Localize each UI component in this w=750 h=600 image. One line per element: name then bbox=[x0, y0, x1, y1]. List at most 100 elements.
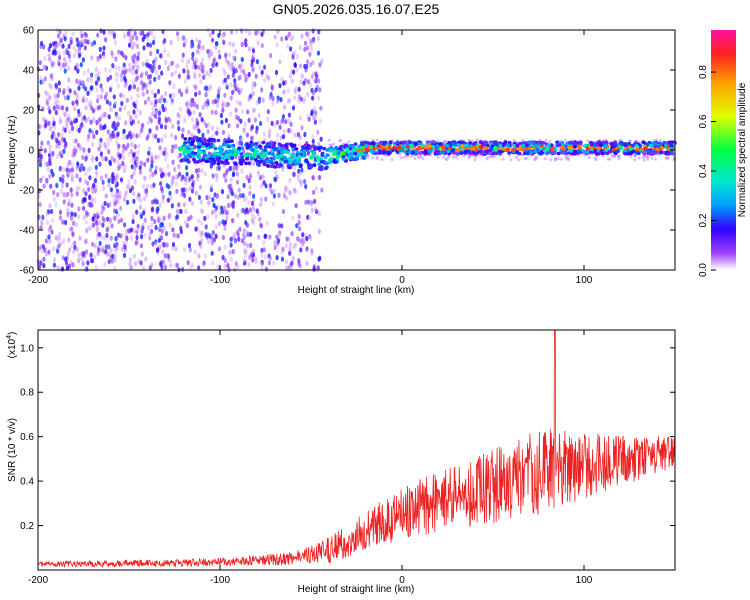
spectrogram-cell bbox=[75, 191, 79, 197]
spectrogram-cell bbox=[401, 143, 406, 148]
spectrogram-cell bbox=[234, 107, 238, 113]
spectrogram-cell bbox=[376, 144, 381, 148]
spectrogram-cell bbox=[75, 101, 79, 107]
spectrogram-cell bbox=[91, 155, 95, 161]
spectrogram-cell bbox=[90, 196, 94, 202]
spectrogram-cell bbox=[59, 188, 63, 194]
spectrogram-cell bbox=[366, 154, 370, 158]
spectrogram-cell bbox=[81, 57, 85, 63]
spectrogram-cell bbox=[130, 174, 134, 180]
spectrogram-cell bbox=[556, 157, 560, 161]
spectrogram-cell bbox=[276, 192, 281, 198]
spectrogram-cell bbox=[98, 240, 102, 246]
spectrogram-cell bbox=[106, 76, 110, 82]
spectrogram-cell bbox=[82, 95, 86, 101]
spectrogram-cell bbox=[303, 77, 307, 84]
spectrogram-cell bbox=[205, 70, 209, 76]
spectrogram-cell bbox=[402, 155, 406, 159]
spectrogram-cell bbox=[294, 147, 299, 151]
spectrogram-cell bbox=[130, 44, 134, 50]
spectrogram-cell bbox=[234, 68, 238, 74]
spectrogram-cell bbox=[147, 96, 151, 102]
spectrogram-cell bbox=[50, 229, 54, 235]
spectrogram-cell bbox=[90, 55, 94, 61]
spectrogram-cell bbox=[191, 55, 195, 61]
spectrogram-cell bbox=[123, 222, 127, 228]
spectrogram-cell bbox=[162, 97, 166, 103]
spectrogram-cell bbox=[48, 144, 52, 150]
spectrogram-cell bbox=[107, 259, 111, 265]
spectrogram-cell bbox=[451, 145, 456, 150]
spectrogram-y-tick-label: 0 bbox=[28, 146, 34, 157]
spectrogram-cell bbox=[172, 92, 176, 98]
spectrogram-cell bbox=[55, 154, 59, 160]
spectrogram-cell bbox=[196, 176, 200, 182]
spectrogram-cell bbox=[407, 140, 412, 144]
spectrogram-cell bbox=[52, 189, 56, 196]
spectrogram-cell bbox=[566, 154, 570, 158]
spectrogram-cell bbox=[183, 219, 188, 225]
spectrogram-cell bbox=[225, 215, 229, 221]
spectrogram-cell bbox=[220, 119, 224, 125]
spectrogram-cell bbox=[70, 162, 74, 168]
spectrogram-cell bbox=[70, 173, 74, 179]
spectrogram-cell bbox=[493, 151, 498, 155]
spectrogram-cell bbox=[95, 156, 99, 162]
spectrogram-cell bbox=[202, 73, 207, 79]
spectrogram-cell bbox=[160, 70, 164, 76]
spectrogram-cell bbox=[293, 165, 297, 171]
spectrogram-cell bbox=[292, 69, 296, 75]
spectrogram-cell bbox=[82, 70, 86, 76]
spectrogram-cell bbox=[268, 94, 272, 100]
colorbar-tick-label: 0.0 bbox=[698, 263, 709, 277]
spectrogram-cell bbox=[123, 244, 127, 250]
spectrogram-cell bbox=[75, 37, 79, 43]
spectrogram-cell bbox=[78, 145, 82, 151]
spectrogram-cell bbox=[528, 150, 533, 155]
spectrogram-cell bbox=[637, 156, 641, 160]
spectrogram-cell bbox=[297, 94, 302, 100]
spectrogram-cell bbox=[169, 195, 173, 201]
spectrogram-cell bbox=[63, 36, 67, 42]
spectrogram-cell bbox=[276, 164, 281, 169]
spectrogram-cell bbox=[156, 48, 160, 55]
spectrogram-cell bbox=[318, 118, 323, 124]
spectrogram-cell bbox=[257, 112, 261, 118]
spectrogram-cell bbox=[291, 255, 295, 261]
spectrogram-cell bbox=[211, 173, 215, 179]
spectrogram-cell bbox=[114, 190, 118, 197]
spectrogram-cell bbox=[397, 145, 402, 149]
spectrogram-cell bbox=[304, 199, 308, 205]
snr-x-tick-label: 100 bbox=[576, 575, 593, 586]
spectrogram-cell bbox=[251, 107, 256, 113]
spectrogram-cell bbox=[50, 168, 54, 174]
spectrogram-cell bbox=[514, 155, 518, 159]
spectrogram-cell bbox=[275, 119, 279, 125]
spectrogram-cell bbox=[95, 87, 99, 93]
spectrogram-cell bbox=[216, 162, 221, 166]
spectrogram-cell bbox=[71, 249, 76, 255]
spectrogram-cell bbox=[199, 199, 203, 205]
spectrogram-cell bbox=[582, 150, 587, 154]
spectrogram-cell bbox=[193, 249, 197, 255]
spectrogram-cell bbox=[117, 65, 121, 71]
spectrogram-cell bbox=[197, 39, 202, 46]
spectrogram-cell bbox=[210, 51, 214, 57]
spectrogram-cell bbox=[83, 266, 88, 272]
spectrogram-cell bbox=[312, 106, 316, 112]
spectrogram-cell bbox=[606, 157, 610, 161]
spectrogram-cell bbox=[177, 163, 181, 169]
spectrogram-cell bbox=[306, 33, 310, 39]
spectrogram-cell bbox=[294, 189, 298, 195]
spectrogram-cell bbox=[130, 142, 134, 148]
spectrogram-cell bbox=[216, 103, 220, 109]
spectrogram-cell bbox=[246, 109, 250, 115]
spectrogram-cell bbox=[143, 217, 147, 223]
spectrogram-cell bbox=[252, 193, 256, 199]
spectrogram-cell bbox=[548, 140, 552, 144]
spectrogram-cell bbox=[140, 123, 144, 129]
spectrogram-cell bbox=[587, 156, 591, 160]
spectrogram-cell bbox=[123, 167, 127, 173]
spectrogram-cell bbox=[161, 172, 165, 178]
spectrogram-cell bbox=[332, 151, 337, 156]
